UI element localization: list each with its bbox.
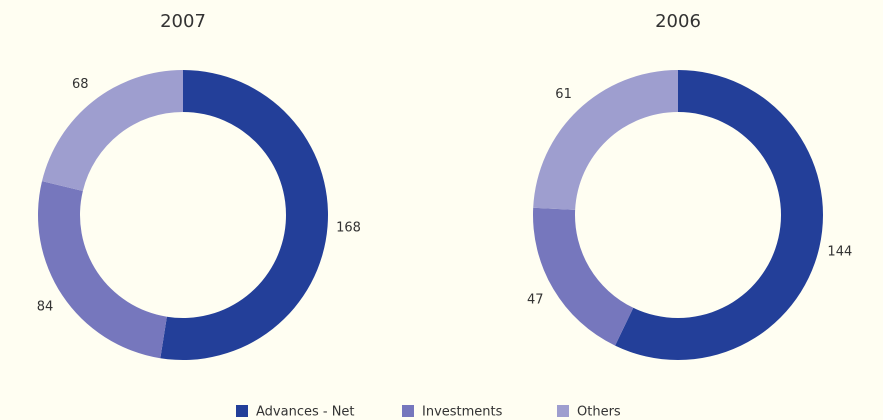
data-label: 84	[37, 300, 54, 315]
donut-segment	[37, 181, 167, 359]
data-label: 61	[555, 87, 572, 102]
legend-label: Investments	[422, 405, 503, 420]
legend-swatch	[236, 405, 248, 417]
data-label: 47	[527, 292, 544, 307]
data-label: 144	[827, 244, 852, 259]
donut-segment	[42, 70, 183, 191]
donut-segment	[160, 70, 328, 360]
donut-segment	[533, 207, 634, 346]
data-label: 68	[72, 77, 89, 92]
data-label: 168	[336, 221, 361, 236]
legend-swatch	[402, 405, 414, 417]
legend-swatch	[557, 405, 569, 417]
legend-label: Advances - Net	[256, 405, 355, 420]
chart-title: 2006	[655, 11, 701, 32]
donut-segment	[533, 70, 678, 210]
donut-segment	[615, 70, 824, 360]
legend-label: Others	[577, 405, 621, 420]
chart-title: 2007	[160, 11, 206, 32]
